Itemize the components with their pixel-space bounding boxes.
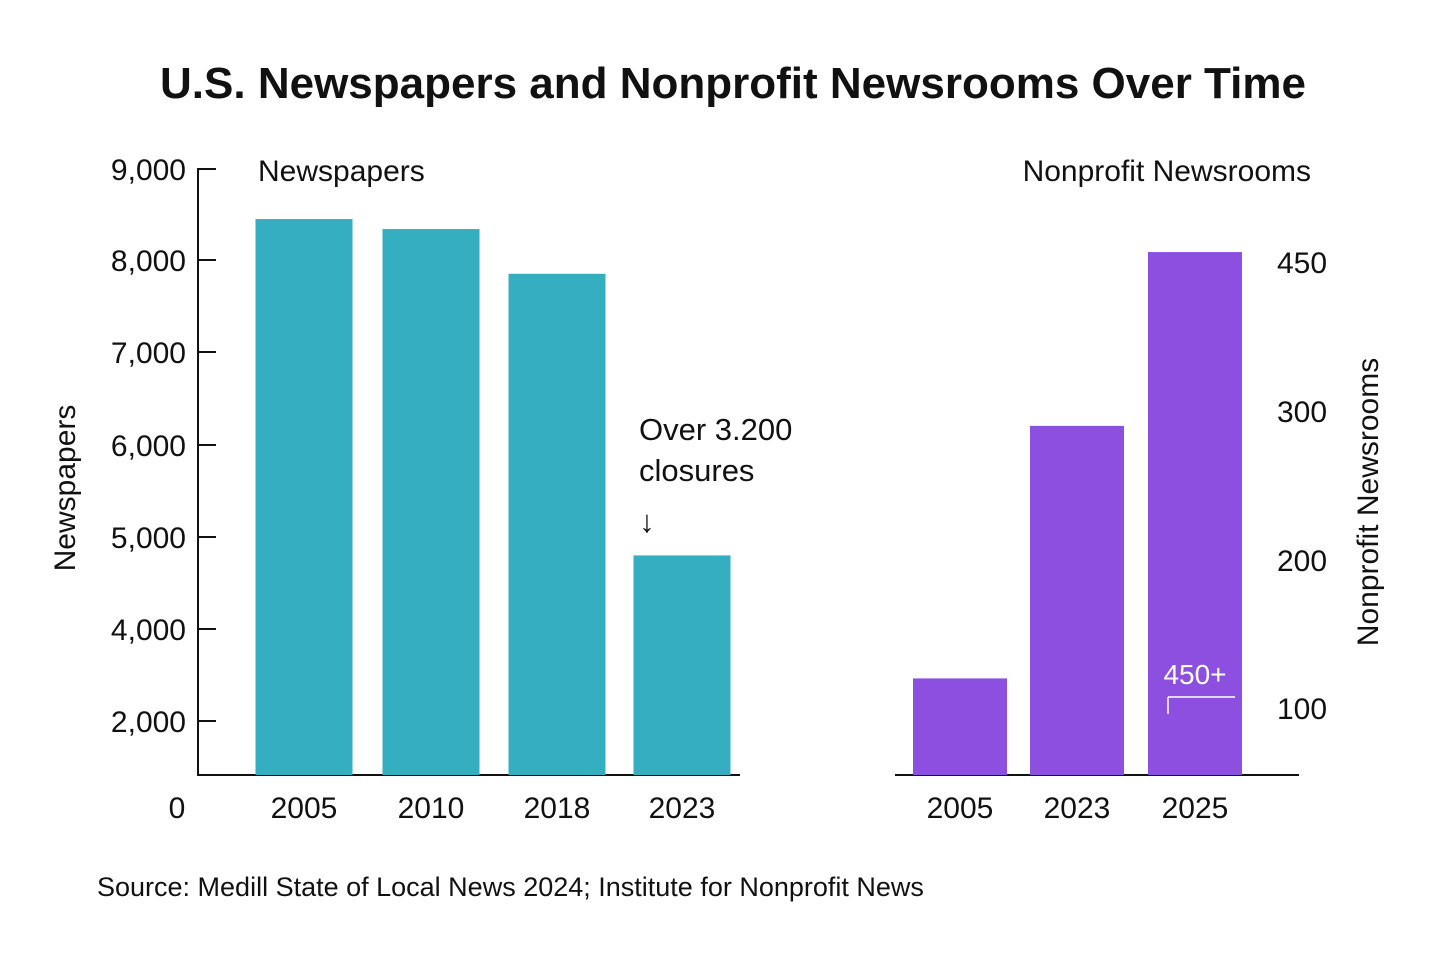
newspapers-y-ticks: 9,000 8,000 7,000 6,000 5,000 4,000 2,000 0 — [111, 154, 216, 825]
closures-annotation: Over 3.200 closures ↓ — [639, 412, 792, 539]
newspapers-x-label-2023: 2023 — [649, 792, 716, 825]
nonprofit-tick-label-100: 100 — [1277, 693, 1327, 726]
nonprofit-panel-heading: Nonprofit Newsrooms — [1023, 155, 1311, 188]
nonprofit-y-ticks: 450 300 200 100 — [1277, 247, 1327, 726]
newspapers-bar-2005 — [255, 219, 353, 776]
chart-title: U.S. Newspapers and Nonprofit Newsrooms … — [160, 59, 1306, 108]
newspapers-bars — [255, 219, 731, 776]
down-arrow-icon: ↓ — [639, 504, 655, 539]
closures-annotation-line-1: Over 3.200 — [639, 412, 792, 447]
newspapers-x-label-2018: 2018 — [524, 792, 591, 825]
nonprofit-bar-2025 — [1148, 252, 1242, 776]
nonprofit-tick-label-200: 200 — [1277, 545, 1327, 578]
newspapers-tick-label-6000: 6,000 — [111, 430, 186, 463]
newspapers-bar-2010 — [382, 229, 480, 775]
nonprofit-bar-2023 — [1030, 425, 1124, 775]
newspapers-bar-2023 — [633, 555, 731, 775]
newspapers-x-label-2010: 2010 — [398, 792, 465, 825]
newspapers-x-label-2005: 2005 — [271, 792, 338, 825]
closures-annotation-line-2: closures — [639, 453, 754, 488]
newspapers-tick-label-5000: 5,000 — [111, 522, 186, 555]
newspapers-y-axis-label: Newspapers — [49, 405, 82, 572]
newspapers-tick-label-4000: 4,000 — [111, 614, 186, 647]
newspapers-panel-heading: Newspapers — [258, 155, 425, 188]
newspapers-tick-label-9000: 9,000 — [111, 154, 186, 187]
450-plus-bar-label: 450+ — [1163, 659, 1235, 714]
nonprofit-tick-label-450: 450 — [1277, 247, 1327, 280]
nonprofit-x-ticks: 2005 2023 2025 — [927, 792, 1229, 825]
nonprofit-x-label-2005: 2005 — [927, 792, 994, 825]
nonprofit-bars — [913, 252, 1242, 776]
newspapers-tick-label-7000: 7,000 — [111, 337, 186, 370]
nonprofit-x-label-2023: 2023 — [1044, 792, 1111, 825]
newspapers-bar-2018 — [508, 273, 606, 775]
newspapers-tick-label-2000: 2,000 — [111, 706, 186, 739]
source-note: Source: Medill State of Local News 2024;… — [97, 872, 924, 902]
nonprofit-x-label-2025: 2025 — [1162, 792, 1229, 825]
bar-label-450-plus: 450+ — [1163, 659, 1226, 690]
nonprofit-panel: Nonprofit Newsrooms Nonprofit Newsrooms … — [895, 155, 1385, 825]
newspapers-tick-label-8000: 8,000 — [111, 245, 186, 278]
newspapers-x-ticks: 2005 2010 2018 2023 — [271, 792, 716, 825]
nonprofit-bar-2005 — [913, 678, 1007, 775]
newspapers-tick-label-0: 0 — [169, 792, 186, 825]
nonprofit-tick-label-300: 300 — [1277, 396, 1327, 429]
nonprofit-y-axis-label: Nonprofit Newsrooms — [1352, 358, 1385, 646]
newspapers-panel: Newspapers Newspapers 9,000 8,000 7,000 6,0… — [49, 154, 792, 825]
